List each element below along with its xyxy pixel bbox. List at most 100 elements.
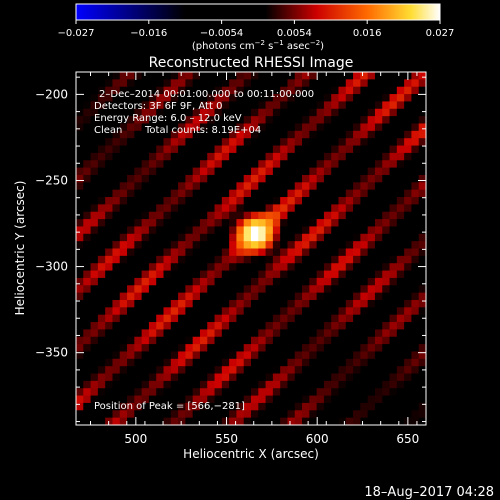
heatmap-cell — [251, 248, 259, 257]
heatmap-cell — [382, 226, 391, 235]
heatmap-cell — [229, 130, 238, 139]
heatmap-cell — [192, 145, 201, 154]
heatmap-cell — [119, 380, 128, 389]
heatmap-cell — [404, 86, 413, 95]
heatmap-cell — [265, 417, 274, 425]
heatmap-cell — [221, 79, 230, 88]
heatmap-cell — [97, 145, 106, 154]
heatmap-cell — [90, 255, 99, 264]
heatmap-cell — [338, 226, 347, 235]
heatmap-cell — [119, 336, 128, 345]
heatmap-cell — [294, 167, 303, 176]
heatmap-cell — [148, 241, 157, 250]
heatmap-cell — [360, 233, 369, 242]
heatmap-cell — [316, 174, 325, 183]
heatmap-cell — [90, 277, 99, 286]
heatmap-cell — [396, 277, 405, 286]
heatmap-cell — [163, 72, 172, 80]
x-tick-label: 500 — [124, 432, 147, 446]
heatmap-cell — [207, 344, 216, 353]
heatmap-cell — [119, 366, 128, 375]
heatmap-cell — [265, 277, 274, 286]
heatmap-cell — [236, 380, 245, 389]
heatmap-cell — [345, 197, 354, 205]
heatmap-cell — [411, 123, 420, 132]
heatmap-cell — [294, 219, 303, 228]
heatmap-cell — [105, 307, 114, 316]
heatmap-cell — [251, 255, 259, 264]
heatmap-cell — [76, 329, 84, 338]
heatmap-cell — [185, 366, 194, 375]
heatmap-cell — [316, 219, 325, 228]
heatmap-cell — [163, 299, 172, 308]
heatmap-cell — [353, 380, 361, 389]
heatmap-cell — [316, 307, 325, 316]
heatmap-cell — [192, 417, 201, 425]
heatmap-cell — [141, 189, 150, 198]
heatmap-cell — [258, 167, 267, 176]
heatmap-cell — [207, 314, 216, 323]
heatmap-cell — [236, 138, 245, 147]
heatmap-cell — [105, 373, 114, 382]
heatmap-cell — [141, 358, 150, 367]
heatmap-cell — [185, 189, 194, 198]
heatmap-cell — [112, 307, 121, 316]
heatmap-cell — [404, 189, 413, 198]
heatmap-cell — [251, 292, 259, 301]
heatmap-cell — [418, 351, 426, 360]
heatmap-cell — [265, 248, 274, 257]
heatmap-cell — [382, 322, 391, 330]
heatmap-cell — [127, 182, 135, 191]
heatmap-cell — [134, 285, 143, 294]
heatmap-cell — [396, 116, 405, 125]
heatmap-cell — [141, 72, 150, 80]
heatmap-cell — [112, 270, 121, 279]
heatmap-cell — [367, 358, 376, 367]
heatmap-cell — [141, 94, 150, 103]
heatmap-cell — [90, 219, 99, 228]
heatmap-cell — [309, 108, 318, 117]
heatmap-cell — [287, 410, 296, 419]
heatmap-cell — [134, 204, 143, 213]
heatmap-cell — [141, 86, 150, 95]
heatmap-cell — [141, 373, 150, 382]
heatmap-cell — [119, 299, 128, 308]
heatmap-cell — [141, 366, 150, 375]
heatmap-cell — [105, 233, 114, 242]
heatmap-cell — [331, 86, 340, 95]
heatmap-cell — [83, 263, 92, 272]
heatmap-cell — [374, 329, 383, 338]
heatmap-cell — [207, 395, 216, 404]
heatmap-cell — [396, 86, 405, 95]
heatmap-cell — [83, 233, 92, 242]
heatmap-cell — [396, 130, 405, 139]
heatmap-cell — [90, 197, 99, 205]
heatmap-cell — [229, 402, 238, 411]
heatmap-cell — [221, 241, 230, 250]
heatmap-cell — [236, 344, 245, 353]
heatmap-cell — [76, 373, 84, 382]
heatmap-cell — [243, 241, 252, 250]
heatmap-cell — [185, 241, 194, 250]
heatmap-cell — [236, 204, 245, 213]
heatmap-cell — [302, 241, 310, 250]
heatmap-cell — [331, 189, 340, 198]
heatmap-cell — [83, 189, 92, 198]
heatmap-cell — [374, 72, 383, 80]
heatmap-cell — [389, 366, 398, 375]
heatmap-cell — [411, 417, 420, 425]
heatmap-cell — [243, 285, 252, 294]
heatmap-cell — [134, 86, 143, 95]
heatmap-cell — [331, 226, 340, 235]
heatmap-cell — [199, 204, 208, 213]
heatmap-cell — [272, 402, 281, 411]
heatmap-cell — [316, 204, 325, 213]
heatmap-cell — [323, 336, 332, 345]
heatmap-cell — [207, 402, 216, 411]
heatmap-cell — [185, 219, 194, 228]
heatmap-cell — [411, 79, 420, 88]
heatmap-cell — [90, 226, 99, 235]
heatmap-cell — [163, 366, 172, 375]
heatmap-cell — [404, 307, 413, 316]
heatmap-cell — [287, 189, 296, 198]
